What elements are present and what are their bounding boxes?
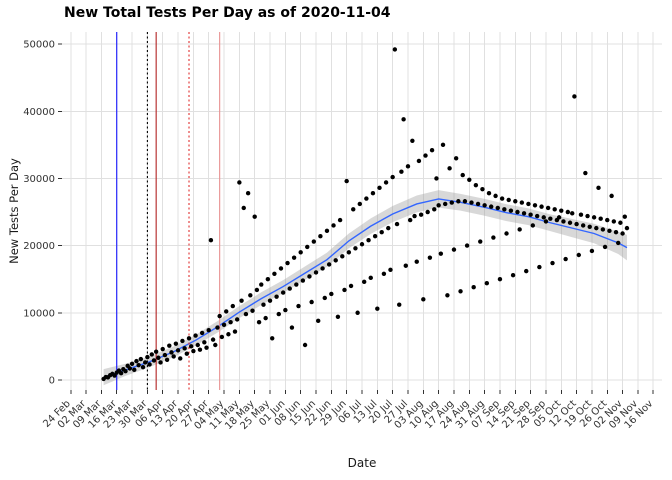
- svg-text:0: 0: [49, 375, 55, 386]
- smooth-line: [103, 198, 628, 378]
- reference-vlines: [116, 32, 221, 390]
- chart-title: New Total Tests Per Day as of 2020-11-04: [64, 5, 391, 21]
- x-axis-label: Date: [347, 456, 377, 470]
- svg-text:50000: 50000: [23, 40, 55, 51]
- y-tick-labels: 0 10000 20000 30000 40000 50000: [23, 40, 55, 387]
- svg-text:20000: 20000: [23, 241, 55, 252]
- y-axis-label: New Tests Per Day: [7, 158, 21, 264]
- gridlines: [62, 32, 662, 390]
- scatter-points: [101, 47, 630, 382]
- svg-text:10000: 10000: [23, 308, 55, 319]
- axis-tick-marks: [58, 43, 654, 394]
- svg-text:30000: 30000: [23, 174, 55, 185]
- svg-text:40000: 40000: [23, 107, 55, 118]
